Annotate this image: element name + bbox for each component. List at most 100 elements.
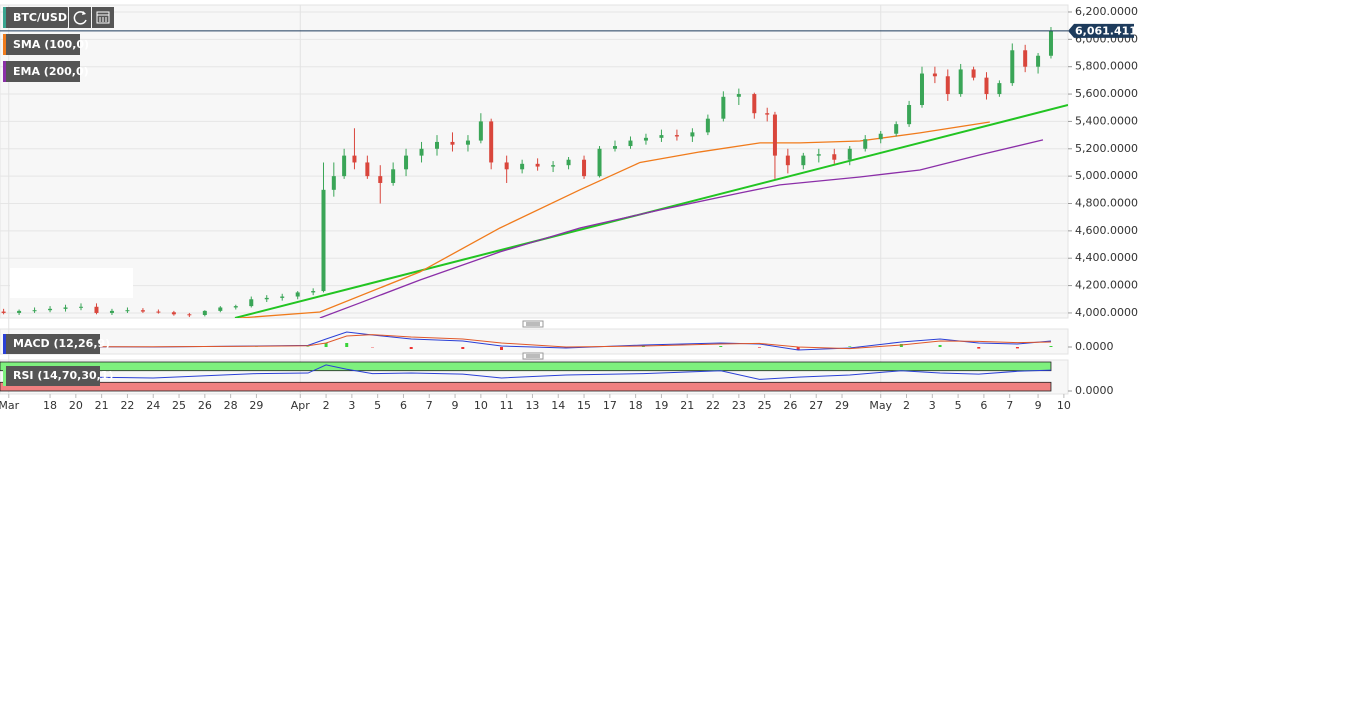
x-tick-label: 19 <box>654 399 668 412</box>
x-tick-label: 10 <box>1057 399 1071 412</box>
candle-body <box>958 69 963 95</box>
candle-body <box>674 135 679 137</box>
candle-body <box>140 310 145 312</box>
candle-body <box>984 77 989 95</box>
x-tick-label: 2 <box>903 399 910 412</box>
macd-line <box>24 331 1052 351</box>
y-tick-label: 5,200.0000 <box>1075 142 1138 155</box>
candle-body <box>832 154 837 160</box>
candle-body <box>613 146 618 149</box>
candle-body <box>721 96 726 119</box>
macd-panel <box>0 328 1069 355</box>
overlay-box <box>10 268 133 298</box>
candle-body <box>772 114 777 156</box>
rsi-badge[interactable]: RSI (14,70,30,1) <box>3 366 113 386</box>
x-tick-label: 23 <box>732 399 746 412</box>
candle-body <box>520 163 525 170</box>
x-tick-label: 18 <box>629 399 643 412</box>
panel-handle[interactable] <box>522 320 544 328</box>
candle-body <box>365 162 370 177</box>
panel-handle[interactable] <box>522 352 544 360</box>
x-tick-label: 28 <box>224 399 238 412</box>
x-tick-label: 29 <box>835 399 849 412</box>
candle-body <box>765 113 770 115</box>
candle-body <box>435 141 440 149</box>
x-tick-label: 9 <box>1035 399 1042 412</box>
candle-body <box>352 155 357 163</box>
candle-body <box>465 140 470 145</box>
price-panel <box>0 4 1069 319</box>
candle-body <box>894 124 899 134</box>
candle-body <box>863 139 868 149</box>
x-tick-label: 9 <box>452 399 459 412</box>
x-tick-label: 3 <box>348 399 355 412</box>
calendar-button[interactable] <box>92 7 114 28</box>
candle-body <box>342 155 347 177</box>
candle-body <box>478 121 483 141</box>
last-price-label: 6,061.4111 <box>1075 24 1145 37</box>
candle-body <box>378 176 383 183</box>
candle-body <box>109 310 114 313</box>
y-tick-label: 4,600.0000 <box>1075 224 1138 237</box>
candle-body <box>489 121 494 163</box>
x-tick-label: 7 <box>426 399 433 412</box>
symbol-badge[interactable]: BTC/USD <box>3 7 68 28</box>
x-tick-label: 25 <box>172 399 186 412</box>
candle-body <box>736 94 741 97</box>
x-tick-label: 2 <box>323 399 330 412</box>
candle-body <box>705 118 710 133</box>
x-tick-label: 21 <box>680 399 694 412</box>
candle-body <box>919 73 924 106</box>
y-tick-label: 5,000.0000 <box>1075 169 1138 182</box>
macd-badge[interactable]: MACD (12,26,9) <box>3 334 110 354</box>
candle-body <box>331 176 336 190</box>
candle-body <box>551 165 556 167</box>
candle-body <box>48 308 53 311</box>
y-tick-label: 5,400.0000 <box>1075 114 1138 127</box>
x-tick-label: 20 <box>69 399 83 412</box>
x-tick-label: 27 <box>809 399 823 412</box>
candle-body <box>17 310 22 313</box>
candle-body <box>32 310 37 312</box>
x-tick-label: 10 <box>474 399 488 412</box>
candle-body <box>997 83 1002 95</box>
y-tick-label: 5,600.0000 <box>1075 87 1138 100</box>
candle-body <box>94 306 99 313</box>
x-tick-label: 5 <box>374 399 381 412</box>
legend-entry: SMA (100,0) <box>13 38 89 51</box>
x-tick-label: 26 <box>783 399 797 412</box>
candle-body <box>419 148 424 156</box>
last-price-tag <box>1068 23 1134 38</box>
legend-entry: EMA (200,0) <box>13 65 89 78</box>
x-tick-label: 15 <box>577 399 591 412</box>
candle-body <box>1023 50 1028 67</box>
x-tick-label: 6 <box>980 399 987 412</box>
legend: BTC/USD SMA (100,0) EMA (200,0) MACD (12… <box>3 7 114 386</box>
symbol-label: BTC/USD <box>13 11 67 24</box>
candle-body <box>535 163 540 167</box>
candle-body <box>785 155 790 166</box>
y-tick-label: 0.0000 <box>1075 384 1114 397</box>
refresh-button[interactable] <box>69 7 91 28</box>
x-tick-label: 26 <box>198 399 212 412</box>
candle-body <box>391 169 396 183</box>
sma-badge[interactable]: SMA (100,0) <box>3 34 89 55</box>
candle-body <box>404 155 409 170</box>
x-tick-label: 21 <box>95 399 109 412</box>
candle-body <box>450 141 455 145</box>
x-tick-label: 13 <box>525 399 539 412</box>
y-tick-label: 6,200.0000 <box>1075 5 1138 18</box>
candle-body <box>280 296 285 298</box>
x-tick-label: 14 <box>551 399 565 412</box>
candle-body <box>187 314 192 316</box>
ema-badge[interactable]: EMA (200,0) <box>3 61 89 82</box>
candle-body <box>971 69 976 78</box>
candle-body <box>752 94 757 114</box>
candle-body <box>63 307 68 309</box>
candle-body <box>1036 55 1041 67</box>
signal-line <box>24 334 1051 350</box>
y-tick-label: 4,800.0000 <box>1075 196 1138 209</box>
candle-body <box>816 154 821 156</box>
